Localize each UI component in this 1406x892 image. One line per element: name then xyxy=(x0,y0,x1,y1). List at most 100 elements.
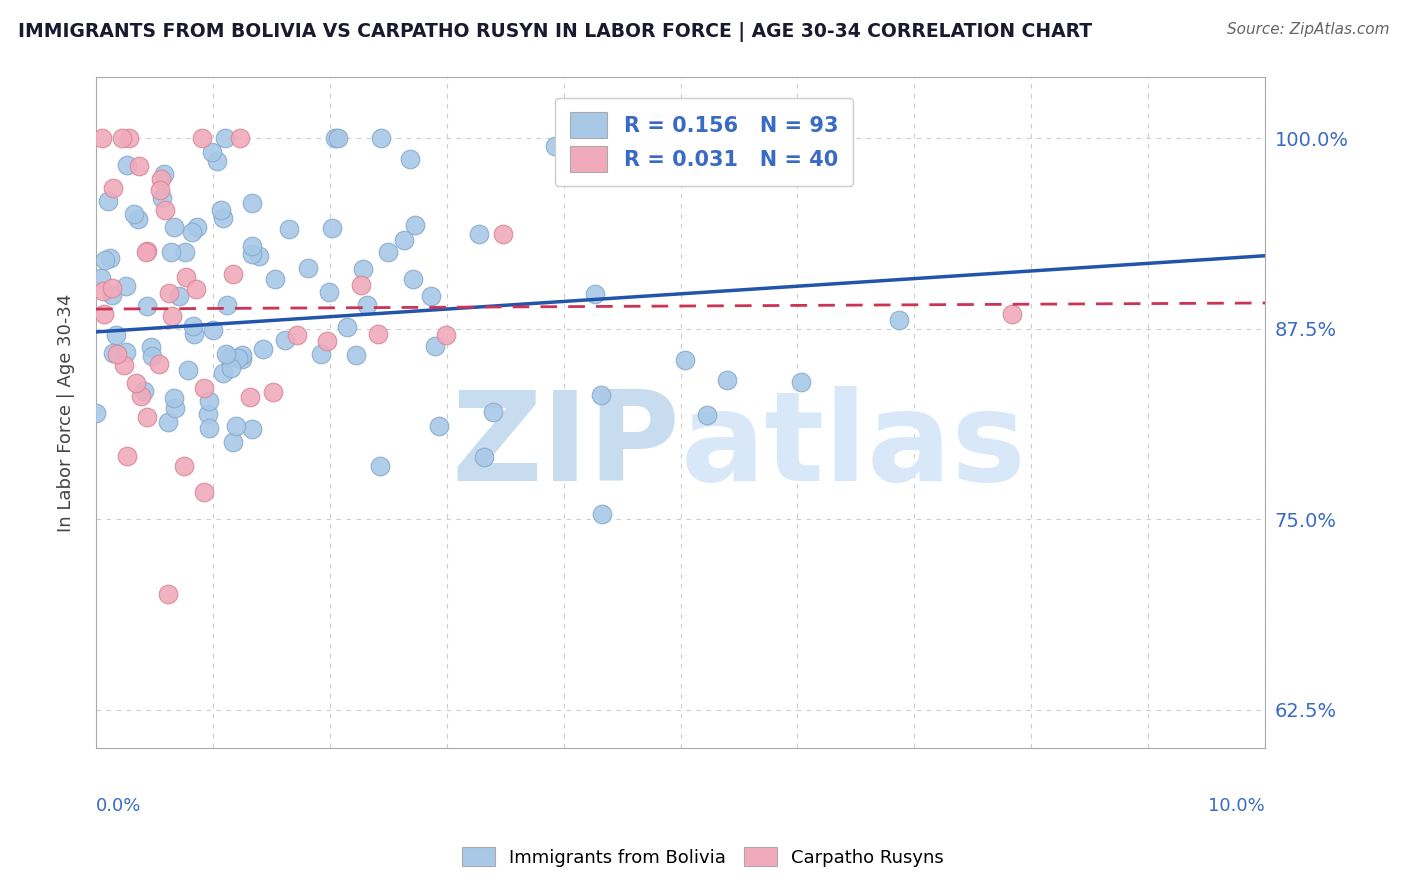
Point xyxy=(252,342,274,356)
Point xyxy=(212,211,235,225)
Point xyxy=(150,191,173,205)
Point xyxy=(186,220,208,235)
Point xyxy=(148,183,170,197)
Point xyxy=(198,394,221,409)
Point xyxy=(326,131,349,145)
Point xyxy=(101,346,124,360)
Point xyxy=(96,194,118,208)
Point xyxy=(207,153,229,168)
Point xyxy=(150,172,173,186)
Point xyxy=(173,245,195,260)
Point xyxy=(139,340,162,354)
Point xyxy=(201,323,224,337)
Point xyxy=(200,145,222,159)
Point xyxy=(135,245,157,260)
Point xyxy=(427,419,450,434)
Point xyxy=(370,458,392,473)
Point xyxy=(101,281,124,295)
Point xyxy=(370,131,392,145)
Point xyxy=(163,219,186,234)
Point xyxy=(352,261,374,276)
Point xyxy=(180,225,202,239)
Point xyxy=(153,167,176,181)
Point xyxy=(125,376,148,390)
Point xyxy=(1001,307,1024,321)
Point xyxy=(716,373,738,387)
Point xyxy=(141,349,163,363)
Point xyxy=(492,227,515,242)
Point xyxy=(472,450,495,464)
Point xyxy=(157,587,180,601)
Point xyxy=(589,388,612,402)
Point xyxy=(197,407,219,421)
Point xyxy=(211,366,233,380)
Point xyxy=(136,244,159,258)
Point xyxy=(129,389,152,403)
Point xyxy=(100,287,122,301)
Point xyxy=(114,345,136,359)
Point xyxy=(350,277,373,292)
Point xyxy=(115,158,138,172)
Point xyxy=(482,405,505,419)
Point xyxy=(229,131,252,145)
Point xyxy=(336,320,359,334)
Point xyxy=(157,285,180,300)
Point xyxy=(107,347,129,361)
Point xyxy=(740,131,762,145)
Point xyxy=(165,401,187,416)
Point xyxy=(209,202,232,217)
Point xyxy=(219,361,242,376)
Point xyxy=(468,227,491,242)
Point xyxy=(402,271,425,285)
Point xyxy=(583,287,606,301)
Point xyxy=(398,152,420,166)
Point xyxy=(231,351,253,366)
Point xyxy=(240,239,263,253)
Point xyxy=(240,247,263,261)
Point xyxy=(118,131,141,145)
Y-axis label: In Labor Force | Age 30-34: In Labor Force | Age 30-34 xyxy=(58,293,75,532)
Point xyxy=(648,144,671,158)
Point xyxy=(544,139,567,153)
Point xyxy=(111,131,134,145)
Point xyxy=(160,244,183,259)
Point xyxy=(134,384,156,398)
Point xyxy=(323,131,346,145)
Point xyxy=(98,251,121,265)
Point xyxy=(222,268,245,282)
Point xyxy=(191,131,214,145)
Point xyxy=(221,435,243,450)
Point xyxy=(86,406,108,420)
Point xyxy=(117,449,139,463)
Point xyxy=(105,327,128,342)
Point xyxy=(174,269,197,284)
Text: ZIP: ZIP xyxy=(451,385,681,507)
Text: atlas: atlas xyxy=(681,385,1026,507)
Point xyxy=(321,220,343,235)
Point xyxy=(183,327,205,342)
Point xyxy=(392,233,415,247)
Point xyxy=(135,299,157,313)
Point xyxy=(285,328,308,343)
Point xyxy=(215,347,238,361)
Point xyxy=(93,307,115,321)
Point xyxy=(311,347,333,361)
Point xyxy=(148,357,170,371)
Point xyxy=(136,409,159,424)
Point xyxy=(696,409,718,423)
Legend: R = 0.156   N = 93, R = 0.031   N = 40: R = 0.156 N = 93, R = 0.031 N = 40 xyxy=(555,98,853,186)
Point xyxy=(790,375,813,389)
Point xyxy=(278,222,301,236)
Point xyxy=(163,391,186,405)
Point xyxy=(173,459,195,474)
Point xyxy=(193,485,215,500)
Point xyxy=(218,350,240,364)
Point xyxy=(356,297,378,311)
Text: Source: ZipAtlas.com: Source: ZipAtlas.com xyxy=(1226,22,1389,37)
Point xyxy=(377,245,399,260)
Point xyxy=(101,181,124,195)
Point xyxy=(315,334,337,348)
Point xyxy=(127,212,149,227)
Point xyxy=(90,270,112,285)
Point xyxy=(425,339,447,353)
